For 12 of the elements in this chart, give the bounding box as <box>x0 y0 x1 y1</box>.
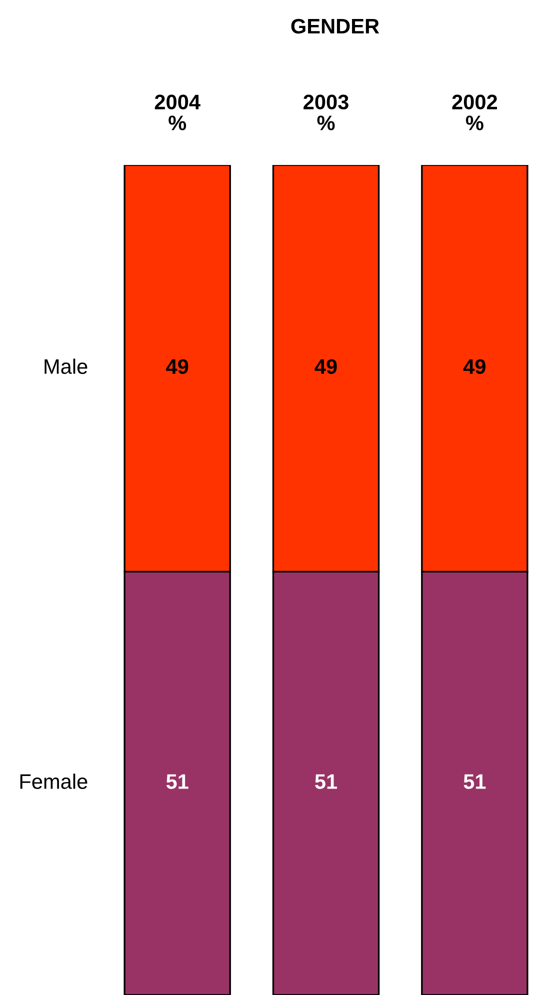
series-label: Female <box>20 774 88 789</box>
x-tick-label: 2002 % <box>452 94 498 130</box>
data-label: 51 <box>464 774 486 789</box>
data-label: 49 <box>166 359 188 374</box>
data-label: 49 <box>314 359 337 374</box>
data-label: 51 <box>315 774 338 789</box>
x-tick-label: 2004 % <box>154 94 200 130</box>
data-label: 51 <box>166 774 188 789</box>
chart-title: GENDER <box>291 18 380 34</box>
data-label: 49 <box>463 359 486 374</box>
x-tick-label: 2003 % <box>304 94 348 130</box>
series-label: Male <box>44 358 88 374</box>
